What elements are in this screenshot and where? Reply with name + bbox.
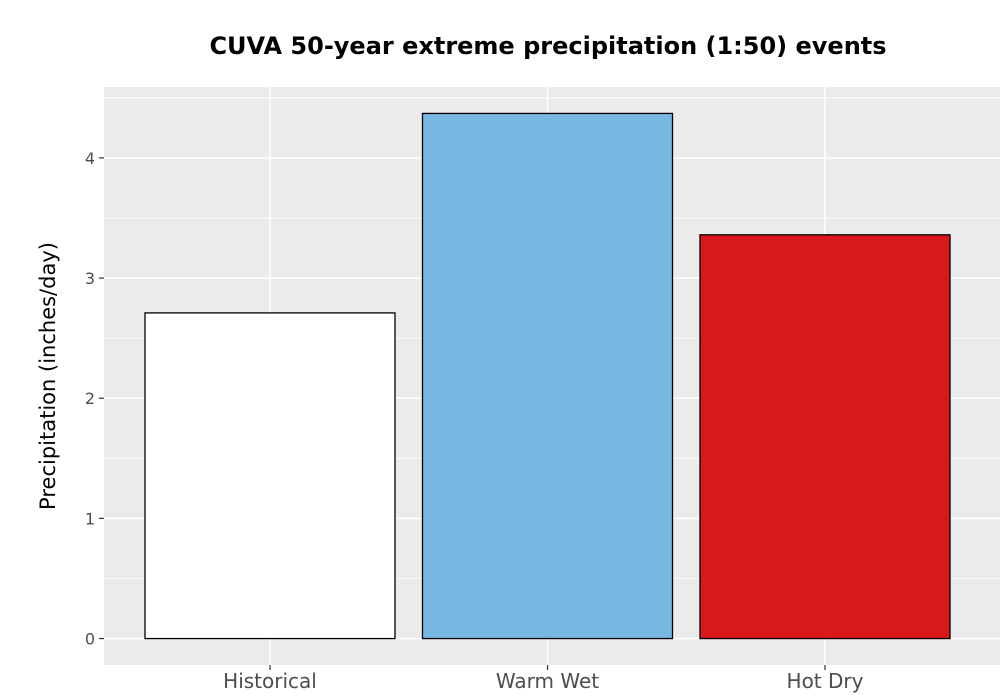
x-tick-label: Warm Wet [496,669,599,693]
y-tick-label: 4 [85,149,95,168]
y-tick-label: 2 [85,389,95,408]
x-tick-label: Hot Dry [787,669,864,693]
x-tick-label: Historical [223,669,317,693]
bar-warm-wet [421,112,674,640]
y-tick-label: 1 [85,509,95,528]
bar-historical [144,312,396,640]
y-tick-label: 3 [85,269,95,288]
x-axis-ticks: Historical Warm Wet Hot Dry [223,665,864,693]
y-axis-title: Precipitation (inches/day) [36,242,60,510]
y-axis-ticks: 0 1 2 3 4 [85,149,104,649]
y-tick-label: 0 [85,630,95,649]
chart-title: CUVA 50-year extreme precipitation (1:50… [209,32,886,60]
bar-hot-dry [699,234,951,640]
bars [144,112,951,640]
